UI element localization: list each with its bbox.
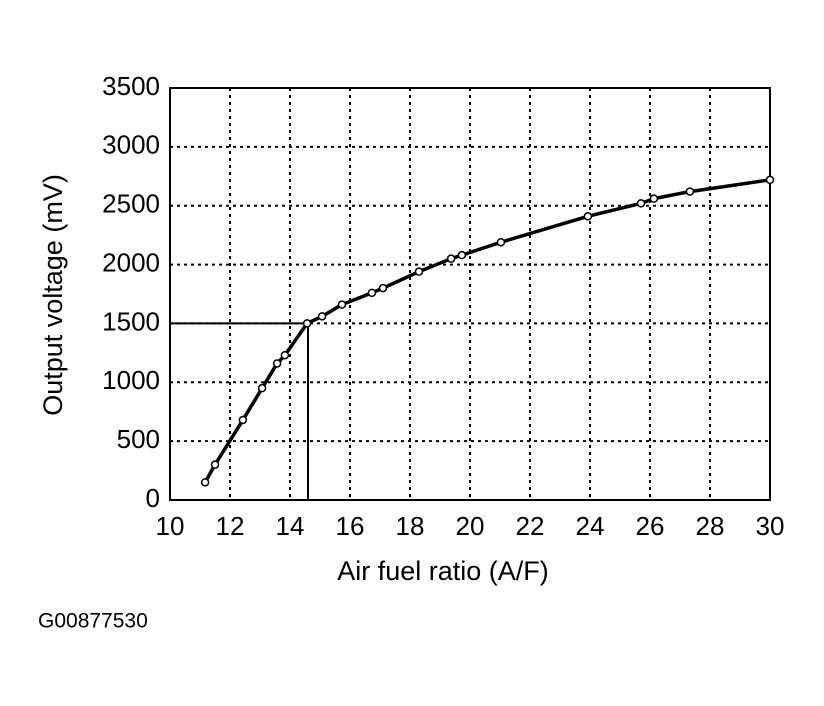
y-tick-label: 1500 — [102, 306, 160, 336]
data-point — [200, 478, 210, 487]
y-axis-label: Output voltage (mV) — [38, 174, 68, 416]
x-tick-label: 26 — [636, 511, 665, 541]
x-tick-label: 18 — [396, 511, 425, 541]
data-point — [457, 250, 467, 260]
y-tick-label: 3000 — [102, 130, 160, 160]
data-point — [317, 312, 327, 321]
data-point — [765, 175, 775, 185]
data-point — [272, 359, 282, 368]
x-tick-label: 10 — [156, 511, 185, 541]
data-point — [302, 319, 312, 328]
data-point — [636, 199, 646, 208]
data-line — [203, 178, 771, 484]
data-point — [367, 288, 377, 298]
y-tick-label: 2000 — [102, 247, 160, 277]
y-tick-label: 500 — [117, 424, 160, 454]
x-axis-label: Air fuel ratio (A/F) — [337, 556, 549, 586]
data-point — [238, 415, 248, 425]
data-point — [210, 460, 220, 469]
data-point — [649, 194, 659, 203]
x-tick-label: 20 — [456, 511, 485, 541]
x-tick-label: 30 — [756, 511, 785, 541]
x-tick-label: 16 — [336, 511, 365, 541]
y-tick-label: 2500 — [102, 189, 160, 219]
x-tick-label: 22 — [516, 511, 545, 541]
y-tick-label: 1000 — [102, 365, 160, 395]
data-point — [280, 350, 290, 360]
y-tick-label: 0 — [146, 483, 160, 513]
data-point — [496, 237, 506, 247]
x-tick-label: 12 — [216, 511, 245, 541]
x-tick-label: 24 — [576, 511, 605, 541]
x-tick-label: 14 — [276, 511, 305, 541]
caption: G00877530 — [38, 610, 148, 633]
data-point — [257, 383, 267, 393]
y-tick-label: 3500 — [102, 71, 160, 101]
x-tick-label: 28 — [696, 511, 725, 541]
data-point — [446, 254, 456, 263]
data-point — [583, 212, 593, 221]
data-point — [414, 267, 424, 276]
data-point — [685, 187, 695, 196]
plot-border — [169, 87, 771, 501]
data-point — [337, 300, 347, 309]
data-point — [378, 283, 388, 293]
